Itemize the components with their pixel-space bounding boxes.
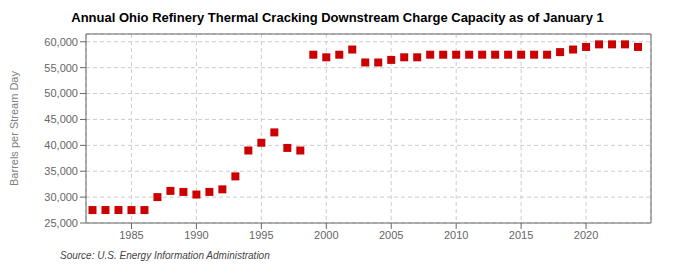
- svg-text:2015: 2015: [509, 229, 533, 241]
- svg-text:1995: 1995: [249, 229, 273, 241]
- html-text:Annual Ohio Refinery Thermal C: Annual Ohio Refinery Thermal Cracking Do…: [71, 10, 604, 25]
- svg-text:40,000: 40,000: [44, 139, 78, 151]
- svg-text:55,000: 55,000: [44, 62, 78, 74]
- svg-text:2020: 2020: [574, 229, 598, 241]
- svg-text:1985: 1985: [119, 229, 143, 241]
- html-text:Source: U.S. Energy Informatio: Source: U.S. Energy Information Administ…: [60, 250, 270, 261]
- svg-text:30,000: 30,000: [44, 191, 78, 203]
- svg-text:45,000: 45,000: [44, 113, 78, 125]
- svg-text:25,000: 25,000: [44, 217, 78, 229]
- svg-text:2010: 2010: [444, 229, 468, 241]
- svg-text:50,000: 50,000: [44, 87, 78, 99]
- svg-text:60,000: 60,000: [44, 36, 78, 48]
- svg-text:2005: 2005: [379, 229, 403, 241]
- svg-text:Barrels per Stream Day: Barrels per Stream Day: [8, 71, 20, 186]
- svg-text:2000: 2000: [314, 229, 338, 241]
- svg-text:1990: 1990: [184, 229, 208, 241]
- svg-text:35,000: 35,000: [44, 165, 78, 177]
